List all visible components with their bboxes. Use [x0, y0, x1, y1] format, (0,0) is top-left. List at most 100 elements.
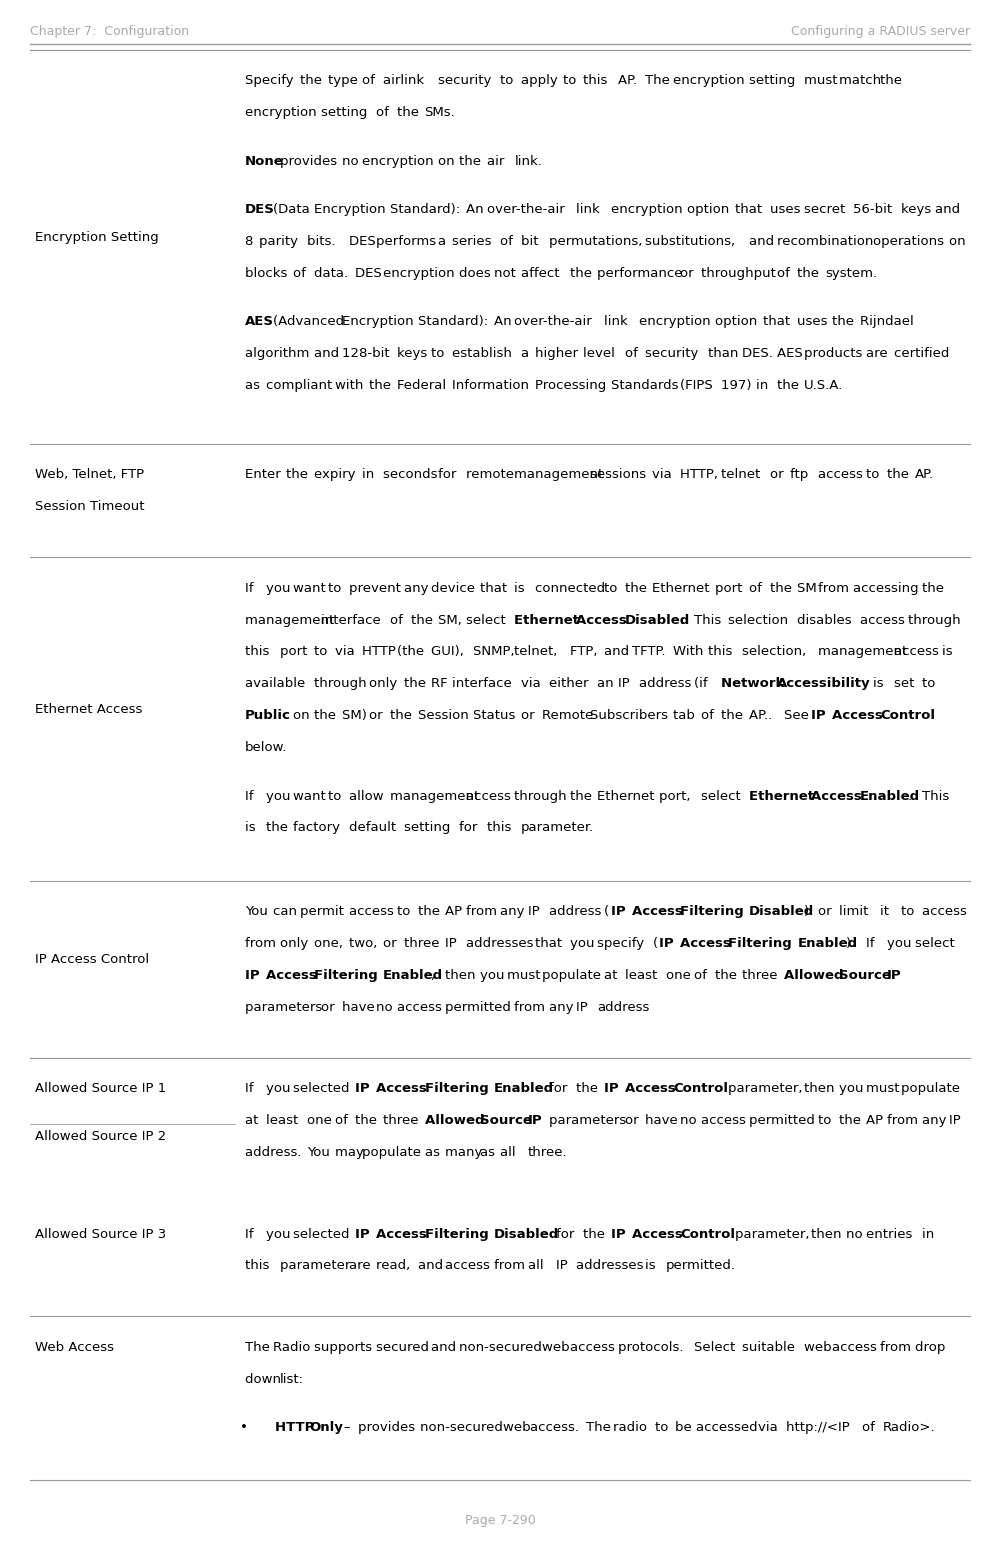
Text: or: or — [680, 267, 698, 280]
Text: Access: Access — [680, 938, 735, 950]
Text: to: to — [901, 905, 919, 919]
Text: that: that — [535, 938, 566, 950]
Text: of: of — [694, 969, 711, 983]
Text: a: a — [521, 347, 534, 361]
Text: this: this — [245, 1260, 274, 1272]
Text: and: and — [749, 235, 778, 247]
Text: Ethernet: Ethernet — [749, 790, 819, 802]
Text: you: you — [887, 938, 916, 950]
Text: addresses: addresses — [466, 938, 538, 950]
Text: for: for — [459, 821, 482, 835]
Text: Information: Information — [452, 379, 533, 392]
Text: Source: Source — [480, 1115, 536, 1127]
Text: below.: below. — [245, 742, 287, 754]
Text: performance: performance — [597, 267, 687, 280]
Text: have: have — [645, 1115, 682, 1127]
Text: AP.: AP. — [915, 468, 934, 482]
Text: of: of — [862, 1421, 879, 1434]
Text: ,: , — [431, 969, 440, 983]
Text: security: security — [645, 347, 703, 361]
Text: you: you — [570, 938, 598, 950]
Text: level: level — [583, 347, 619, 361]
Text: AP: AP — [445, 905, 467, 919]
Text: the: the — [266, 821, 292, 835]
Text: to: to — [866, 468, 884, 482]
Text: of: of — [777, 267, 794, 280]
Text: down: down — [245, 1373, 285, 1386]
Text: secured: secured — [376, 1340, 433, 1354]
Text: link: link — [576, 204, 604, 216]
Text: apply: apply — [521, 75, 562, 87]
Text: Ethernet: Ethernet — [514, 614, 584, 627]
Text: allow: allow — [349, 790, 387, 802]
Text: Filtering: Filtering — [425, 1082, 493, 1095]
Text: DES: DES — [245, 204, 275, 216]
Text: address: address — [639, 678, 695, 690]
Text: Only: Only — [310, 1421, 343, 1434]
Text: Enabled: Enabled — [797, 938, 858, 950]
Text: DES: DES — [349, 235, 380, 247]
Text: Filtering: Filtering — [425, 1227, 493, 1241]
Text: FTP,: FTP, — [570, 645, 601, 658]
Text: and: and — [604, 645, 633, 658]
Text: permit: permit — [300, 905, 348, 919]
Text: then: then — [811, 1227, 846, 1241]
Text: Session Timeout: Session Timeout — [35, 501, 144, 513]
Text: If: If — [245, 1082, 258, 1095]
Text: option: option — [687, 204, 733, 216]
Text: the: the — [411, 614, 437, 627]
Text: Filtering: Filtering — [728, 938, 797, 950]
Text: or: or — [369, 709, 387, 722]
Text: Radio: Radio — [273, 1340, 314, 1354]
Text: three.: three. — [528, 1146, 568, 1160]
Text: interface: interface — [321, 614, 385, 627]
Text: have: have — [342, 1001, 379, 1014]
Text: you: you — [266, 790, 294, 802]
Text: SM,: SM, — [438, 614, 466, 627]
Text: IP: IP — [887, 969, 902, 983]
Text: Access: Access — [632, 1227, 687, 1241]
Text: on: on — [293, 709, 314, 722]
Text: Ethernet Access: Ethernet Access — [35, 703, 142, 715]
Text: from: from — [245, 938, 280, 950]
Text: web: web — [503, 1421, 535, 1434]
Text: This: This — [694, 614, 725, 627]
Text: substitutions,: substitutions, — [645, 235, 740, 247]
Text: AES: AES — [245, 316, 274, 328]
Text: that: that — [735, 204, 767, 216]
Text: encryption: encryption — [362, 156, 438, 168]
Text: The: The — [645, 75, 675, 87]
Text: Configuring a RADIUS server: Configuring a RADIUS server — [791, 25, 970, 37]
Text: Encryption Setting: Encryption Setting — [35, 230, 159, 244]
Text: access: access — [466, 790, 515, 802]
Text: all: all — [500, 1146, 520, 1160]
Text: IP: IP — [556, 1260, 572, 1272]
Text: Access: Access — [376, 1227, 432, 1241]
Text: certified: certified — [894, 347, 954, 361]
Text: Access: Access — [625, 1082, 680, 1095]
Text: encryption: encryption — [673, 75, 749, 87]
Text: Control: Control — [880, 709, 935, 722]
Text: any: any — [500, 905, 529, 919]
Text: If: If — [866, 938, 879, 950]
Text: –: – — [344, 1421, 355, 1434]
Text: If: If — [245, 582, 258, 594]
Text: parameters: parameters — [245, 1001, 326, 1014]
Text: not: not — [494, 267, 520, 280]
Text: or: or — [521, 709, 539, 722]
Text: this: this — [708, 645, 736, 658]
Text: the: the — [286, 468, 313, 482]
Text: of: of — [293, 267, 310, 280]
Text: uses: uses — [770, 204, 805, 216]
Text: select: select — [915, 938, 959, 950]
Text: of: of — [335, 1115, 352, 1127]
Text: IP: IP — [949, 1115, 965, 1127]
Text: the: the — [880, 75, 906, 87]
Text: least: least — [625, 969, 661, 983]
Text: Web Access: Web Access — [35, 1340, 114, 1354]
Text: Standard):: Standard): — [418, 316, 492, 328]
Text: is: is — [245, 821, 260, 835]
Text: suitable: suitable — [742, 1340, 799, 1354]
Text: entries: entries — [866, 1227, 917, 1241]
Text: that: that — [763, 316, 794, 328]
